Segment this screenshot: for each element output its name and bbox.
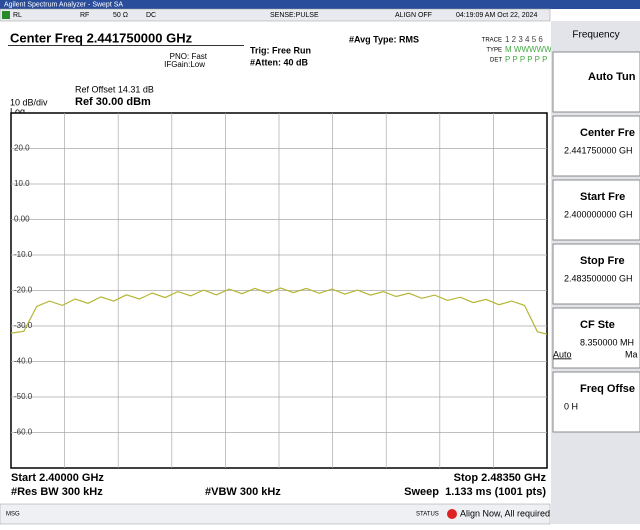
- trig: Trig: Free Run: [250, 45, 311, 55]
- rf: RF: [80, 12, 89, 19]
- y-tick-label: 10.0: [14, 179, 30, 188]
- trace: [10, 287, 548, 335]
- coupling: DC: [146, 12, 156, 19]
- status-bar: [0, 503, 551, 525]
- menu-value: 0 H: [564, 401, 578, 411]
- vbw: #VBW 300 kHz: [205, 486, 281, 498]
- menu-value: 2.400000000 GH: [564, 209, 633, 219]
- trace-label: TRACE: [482, 38, 502, 44]
- det-val: P P P P P P: [505, 55, 547, 64]
- menu-value: 8.350000 MH: [580, 337, 634, 347]
- menu-label: Center Fre: [580, 127, 635, 139]
- menu-title: Frequency: [572, 30, 619, 41]
- menu-value: 2.483500000 GH: [564, 273, 633, 283]
- msg: MSG: [6, 512, 20, 518]
- graph: 20.0 10.0 0.00 -10.0 -20.0 -30.0 -40.0 -50.0 -60…: [10, 112, 548, 469]
- menu-button[interactable]: [552, 115, 640, 177]
- center-freq: Center Freq 2.441750000 GHz: [10, 30, 193, 45]
- y-tick-label: -10.0: [14, 250, 33, 259]
- pno: PNO: Fast: [170, 52, 208, 61]
- datetime: 04:19:09 AM Oct 22, 2024: [456, 12, 537, 19]
- rl: RL: [13, 12, 22, 19]
- error-icon: [447, 509, 457, 519]
- sweep: Sweep 1.133 ms (1001 pts): [404, 486, 546, 498]
- ref-level: Ref 30.00 dBm: [75, 96, 151, 108]
- menu-value: 2.441750000 GH: [564, 145, 633, 155]
- ref-offset: Ref Offset 14.31 dB: [75, 84, 154, 94]
- y-tick-label: -30.0: [14, 321, 33, 330]
- menu-label: Start Fre: [580, 191, 625, 203]
- y-tick-label: -50.0: [14, 392, 33, 401]
- sense: SENSE:PULSE: [270, 12, 319, 19]
- menu-label: Freq Offse: [580, 383, 635, 395]
- atten: #Atten: 40 dB: [250, 57, 309, 67]
- rbw: #Res BW 300 kHz: [11, 486, 103, 498]
- align: ALIGN OFF: [395, 12, 432, 19]
- trace-nums: 1 2 3 4 5 6: [505, 35, 543, 44]
- status-message: Align Now, All required: [460, 508, 550, 518]
- menu-button[interactable]: [552, 307, 640, 369]
- avg-type: #Avg Type: RMS: [349, 34, 419, 44]
- menu-button[interactable]: [552, 371, 640, 433]
- status-row: [0, 8, 551, 22]
- type-val: M WWWWW: [505, 45, 552, 54]
- menu-button[interactable]: [552, 51, 640, 113]
- start-freq: Start 2.40000 GHz: [11, 472, 104, 484]
- det-label: DET: [490, 58, 502, 64]
- y-tick-label: 20.0: [14, 144, 30, 153]
- y-tick-label: 0.00: [14, 215, 30, 224]
- type-label: TYPE: [486, 48, 502, 54]
- status-label: STATUS: [416, 512, 439, 518]
- y-tick-label: -40.0: [14, 357, 33, 366]
- scale: 10 dB/div: [10, 97, 48, 107]
- ifgain: IFGain:Low: [164, 60, 205, 69]
- impedance: 50 Ω: [113, 12, 128, 19]
- y-tick-label: -60.0: [14, 428, 33, 437]
- menu-items: Auto Tun Center Fre 2.441750000 GH Start Fr…: [552, 51, 640, 433]
- title-bar: [0, 0, 640, 9]
- menu-label: Stop Fre: [580, 255, 625, 267]
- menu-button[interactable]: [552, 243, 640, 305]
- menu-mode: Ma: [625, 349, 638, 359]
- menu-mode: Auto: [553, 349, 572, 359]
- y-tick-label: -20.0: [14, 286, 33, 295]
- menu-label: CF Ste: [580, 319, 615, 331]
- icon: [2, 11, 10, 19]
- menu-label: Auto Tun: [588, 71, 636, 83]
- divider: [8, 45, 244, 46]
- stop-freq: Stop 2.48350 GHz: [454, 472, 547, 484]
- window-title: Agilent Spectrum Analyzer - Swept SA: [4, 1, 123, 8]
- menu-button[interactable]: [552, 179, 640, 241]
- log: Log: [10, 106, 25, 116]
